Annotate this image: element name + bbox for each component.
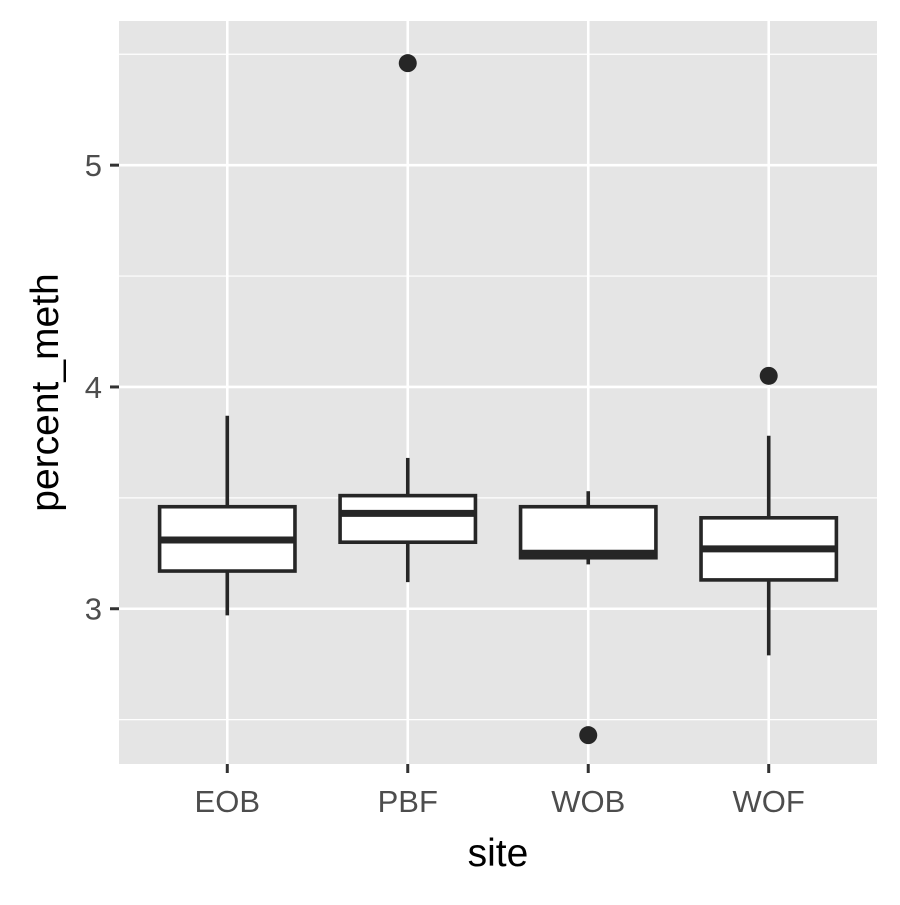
y-axis: 3 4 5 <box>85 148 119 627</box>
y-tick-label: 3 <box>85 592 102 627</box>
box-wob <box>518 491 658 745</box>
x-tick-label: EOB <box>195 784 260 819</box>
outlier-point <box>398 54 417 73</box>
plot-panel <box>119 21 877 764</box>
y-axis-title: percent_meth <box>24 273 67 511</box>
x-axis: EOB PBF WOB WOF <box>195 764 805 819</box>
outlier-point <box>759 366 778 385</box>
box-eob <box>157 415 297 616</box>
y-tick-label: 5 <box>85 148 102 183</box>
box-iqr <box>338 493 478 545</box>
x-tick-label: PBF <box>378 784 438 819</box>
x-tick-label: WOB <box>551 784 625 819</box>
y-tick-label: 4 <box>85 370 102 405</box>
box-iqr <box>518 504 658 560</box>
grid-lines <box>119 21 877 764</box>
box-wof <box>699 366 839 656</box>
x-tick-label: WOF <box>733 784 805 819</box>
box-pbf <box>338 54 478 583</box>
x-axis-title: site <box>468 832 529 875</box>
outlier-point <box>579 726 598 745</box>
boxes <box>157 54 839 745</box>
